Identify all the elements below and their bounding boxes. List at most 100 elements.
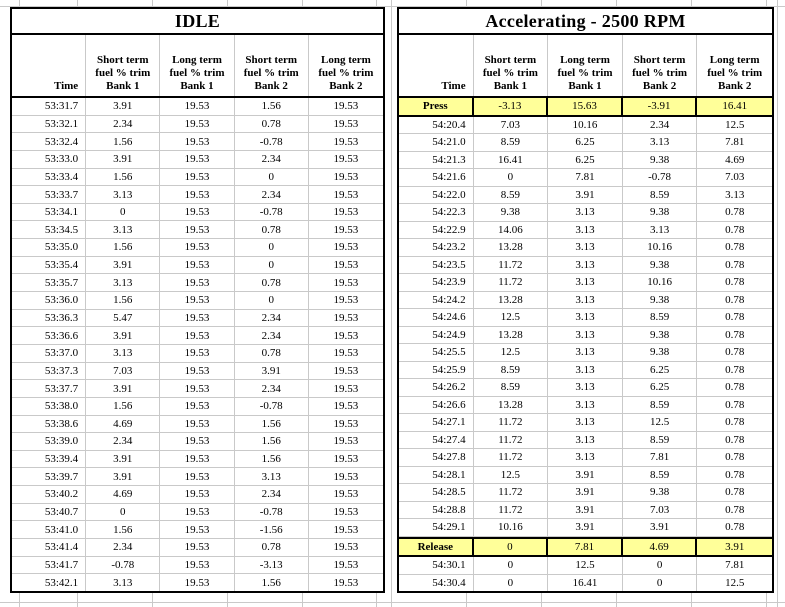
value-cell[interactable]: 19.53	[160, 362, 235, 380]
value-cell[interactable]: 3.13	[86, 274, 161, 292]
time-cell[interactable]: 54:30.1	[399, 557, 474, 574]
value-cell[interactable]: 2.34	[86, 115, 161, 133]
value-cell[interactable]: 19.53	[333, 206, 359, 219]
value-cell[interactable]: 1.56	[86, 239, 161, 256]
value-cell[interactable]: -0.78	[86, 556, 161, 574]
time-cell[interactable]: 54:20.4	[399, 116, 474, 133]
time-cell[interactable]: 54:27.8	[399, 449, 474, 466]
value-cell[interactable]: 4.69	[86, 486, 161, 503]
value-cell[interactable]: 19.53	[160, 486, 235, 503]
value-cell[interactable]: 3.91	[86, 380, 161, 397]
value-cell[interactable]: 19.53	[160, 397, 235, 415]
value-cell[interactable]: 7.81	[623, 449, 698, 466]
time-cell[interactable]: 54:22.9	[399, 221, 474, 238]
time-cell[interactable]: 54:28.1	[399, 466, 474, 483]
time-column-header[interactable]: Time	[399, 35, 474, 96]
value-cell[interactable]: 12.5	[474, 344, 549, 361]
value-cell[interactable]: 0.78	[235, 344, 309, 362]
value-cell[interactable]: 19.53	[160, 503, 235, 521]
value-cell[interactable]: 19.53	[333, 329, 359, 342]
value-cell[interactable]: 3.13	[548, 256, 623, 273]
value-cell[interactable]: 0	[623, 557, 698, 574]
value-cell[interactable]: 10.16	[548, 116, 623, 133]
value-cell[interactable]: 1.56	[235, 450, 309, 468]
value-cell[interactable]: 3.13	[548, 309, 623, 326]
value-cell[interactable]: -0.78	[235, 133, 309, 150]
value-cell[interactable]: 19.53	[333, 135, 359, 148]
value-cell[interactable]: 1.56	[235, 98, 309, 115]
value-cell[interactable]: 19.53	[160, 292, 235, 309]
value-cell[interactable]: 19.53	[160, 186, 235, 203]
value-cell[interactable]: 10.16	[623, 239, 698, 256]
value-cell[interactable]: 0.78	[235, 115, 309, 133]
value-cell[interactable]: 19.53	[160, 327, 235, 344]
value-cell[interactable]: 0	[474, 538, 549, 555]
value-cell[interactable]: 9.38	[623, 344, 698, 361]
column-header[interactable]: Short term fuel % trim Bank 1	[474, 35, 549, 96]
value-cell[interactable]: 2.34	[235, 186, 309, 203]
column-header[interactable]: Long term fuel % trim Bank 2	[707, 54, 763, 92]
value-cell[interactable]: 10.16	[623, 274, 698, 291]
time-cell[interactable]: 53:32.1	[12, 115, 87, 133]
value-cell[interactable]: 19.53	[333, 382, 359, 395]
value-cell[interactable]: 19.53	[160, 415, 235, 433]
value-cell[interactable]: 0	[235, 292, 309, 309]
value-cell[interactable]: 12.5	[548, 557, 623, 574]
time-cell[interactable]: 53:32.4	[12, 133, 87, 150]
value-cell[interactable]: 19.53	[333, 417, 359, 430]
value-cell[interactable]: -3.13	[474, 98, 549, 115]
value-cell[interactable]: 19.53	[160, 574, 235, 591]
time-cell[interactable]: 54:26.6	[399, 396, 474, 413]
value-cell[interactable]: 6.25	[623, 379, 698, 396]
time-cell[interactable]: 53:40.7	[12, 503, 87, 521]
table-title[interactable]: IDLE	[12, 9, 383, 35]
value-cell[interactable]: 3.91	[548, 501, 623, 518]
value-cell[interactable]: 7.81	[548, 538, 623, 555]
time-cell[interactable]: 53:33.0	[12, 150, 87, 168]
value-cell[interactable]: 19.53	[333, 276, 359, 289]
value-cell[interactable]: 3.13	[548, 221, 623, 238]
value-cell[interactable]: 19.53	[333, 364, 359, 377]
value-cell[interactable]: 1.56	[86, 133, 161, 150]
time-cell[interactable]: 54:22.3	[399, 204, 474, 221]
time-cell[interactable]: 54:21.6	[399, 169, 474, 186]
time-cell[interactable]: 53:40.2	[12, 486, 87, 503]
value-cell[interactable]: 19.53	[333, 523, 359, 536]
value-cell[interactable]: 19.53	[160, 221, 235, 239]
value-cell[interactable]: 11.72	[474, 256, 549, 273]
value-cell[interactable]: 3.91	[86, 256, 161, 274]
column-header[interactable]: Short term fuel % trim Bank 1	[86, 35, 161, 96]
time-cell[interactable]: 53:38.6	[12, 415, 87, 433]
value-cell[interactable]: 19.53	[160, 309, 235, 327]
value-cell[interactable]: 0.78	[235, 274, 309, 292]
value-cell[interactable]: 6.25	[548, 134, 623, 151]
value-cell[interactable]: 19.53	[160, 521, 235, 539]
value-cell[interactable]: 3.91	[235, 362, 309, 380]
value-cell[interactable]: 1.56	[86, 521, 161, 539]
value-cell[interactable]: 2.34	[235, 327, 309, 344]
value-cell[interactable]: 3.13	[548, 326, 623, 343]
value-cell[interactable]: 4.69	[623, 538, 698, 555]
value-cell[interactable]: 19.53	[160, 450, 235, 468]
value-cell[interactable]: 13.28	[474, 239, 549, 256]
value-cell[interactable]: 1.56	[86, 292, 161, 309]
value-cell[interactable]: 0.78	[725, 206, 745, 219]
value-cell[interactable]: 19.53	[160, 98, 235, 115]
value-cell[interactable]: 1.56	[235, 574, 309, 591]
time-cell[interactable]: 53:41.7	[12, 556, 87, 574]
time-cell[interactable]: 54:21.3	[399, 151, 474, 168]
time-cell[interactable]: 54:27.4	[399, 431, 474, 448]
value-cell[interactable]: 2.34	[86, 433, 161, 450]
time-cell[interactable]: 53:34.5	[12, 221, 87, 239]
value-cell[interactable]: 0.78	[725, 451, 745, 464]
value-cell[interactable]: 7.03	[725, 171, 745, 184]
time-cell[interactable]: 53:35.7	[12, 274, 87, 292]
time-cell[interactable]: 53:31.7	[12, 98, 87, 115]
value-cell[interactable]: 11.72	[474, 449, 549, 466]
column-header[interactable]: Short term fuel % trim Bank 2	[235, 35, 309, 96]
value-cell[interactable]: 6.25	[548, 151, 623, 168]
time-cell[interactable]: 54:25.5	[399, 344, 474, 361]
time-cell[interactable]: 54:21.0	[399, 134, 474, 151]
value-cell[interactable]: -3.13	[235, 556, 309, 574]
value-cell[interactable]: 19.53	[333, 100, 359, 113]
